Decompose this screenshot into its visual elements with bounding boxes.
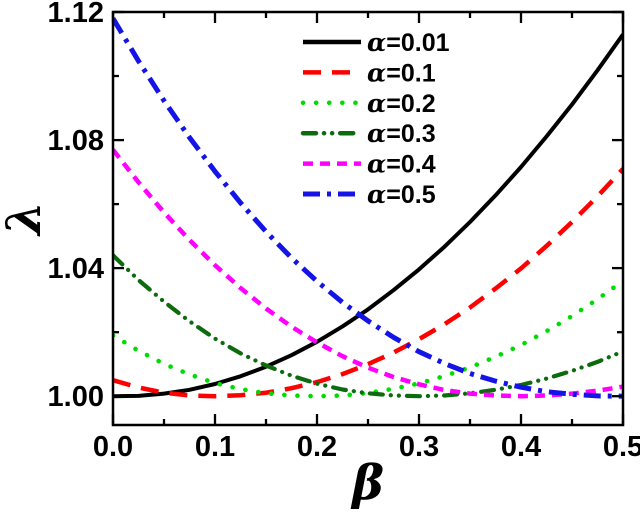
x-tick-label: 0.4 [501,431,541,463]
legend-entry-label: α=0.1 [367,58,436,87]
y-tick-label: 1.08 [48,125,104,157]
x-tick-label: 0.2 [297,431,337,463]
y-tick-label: 1.12 [48,0,104,29]
x-tick-label: 0.3 [399,431,439,463]
x-tick-label: 0.1 [195,431,235,463]
axis-ticks [111,10,625,425]
y-axis-title: λ [0,201,52,237]
y-tick-label: 1.04 [48,253,104,285]
y-tick-label: 1.00 [48,381,104,413]
legend-entry-label: α=0.01 [367,28,450,57]
legend-entry-label: α=0.2 [367,89,436,118]
x-tick-label: 0.0 [93,431,133,463]
curve-alpha-0.2 [112,278,624,399]
curve-alpha-0.3 [112,253,624,399]
legend-entry-label: α=0.3 [367,119,436,148]
plot-area [112,17,624,399]
x-axis-title: β [350,455,384,511]
legend-entry-label: α=0.4 [367,150,436,179]
curve-alpha-0.01 [112,33,624,399]
curve-alpha-0.1 [112,167,624,399]
curve-alpha-0.4 [112,148,624,399]
curve-alpha-0.5 [112,17,624,399]
x-tick-label: 0.5 [603,431,640,463]
legend: α=0.01α=0.1α=0.2α=0.3α=0.4α=0.5 [300,28,450,209]
legend-entry-label: α=0.5 [367,180,436,209]
